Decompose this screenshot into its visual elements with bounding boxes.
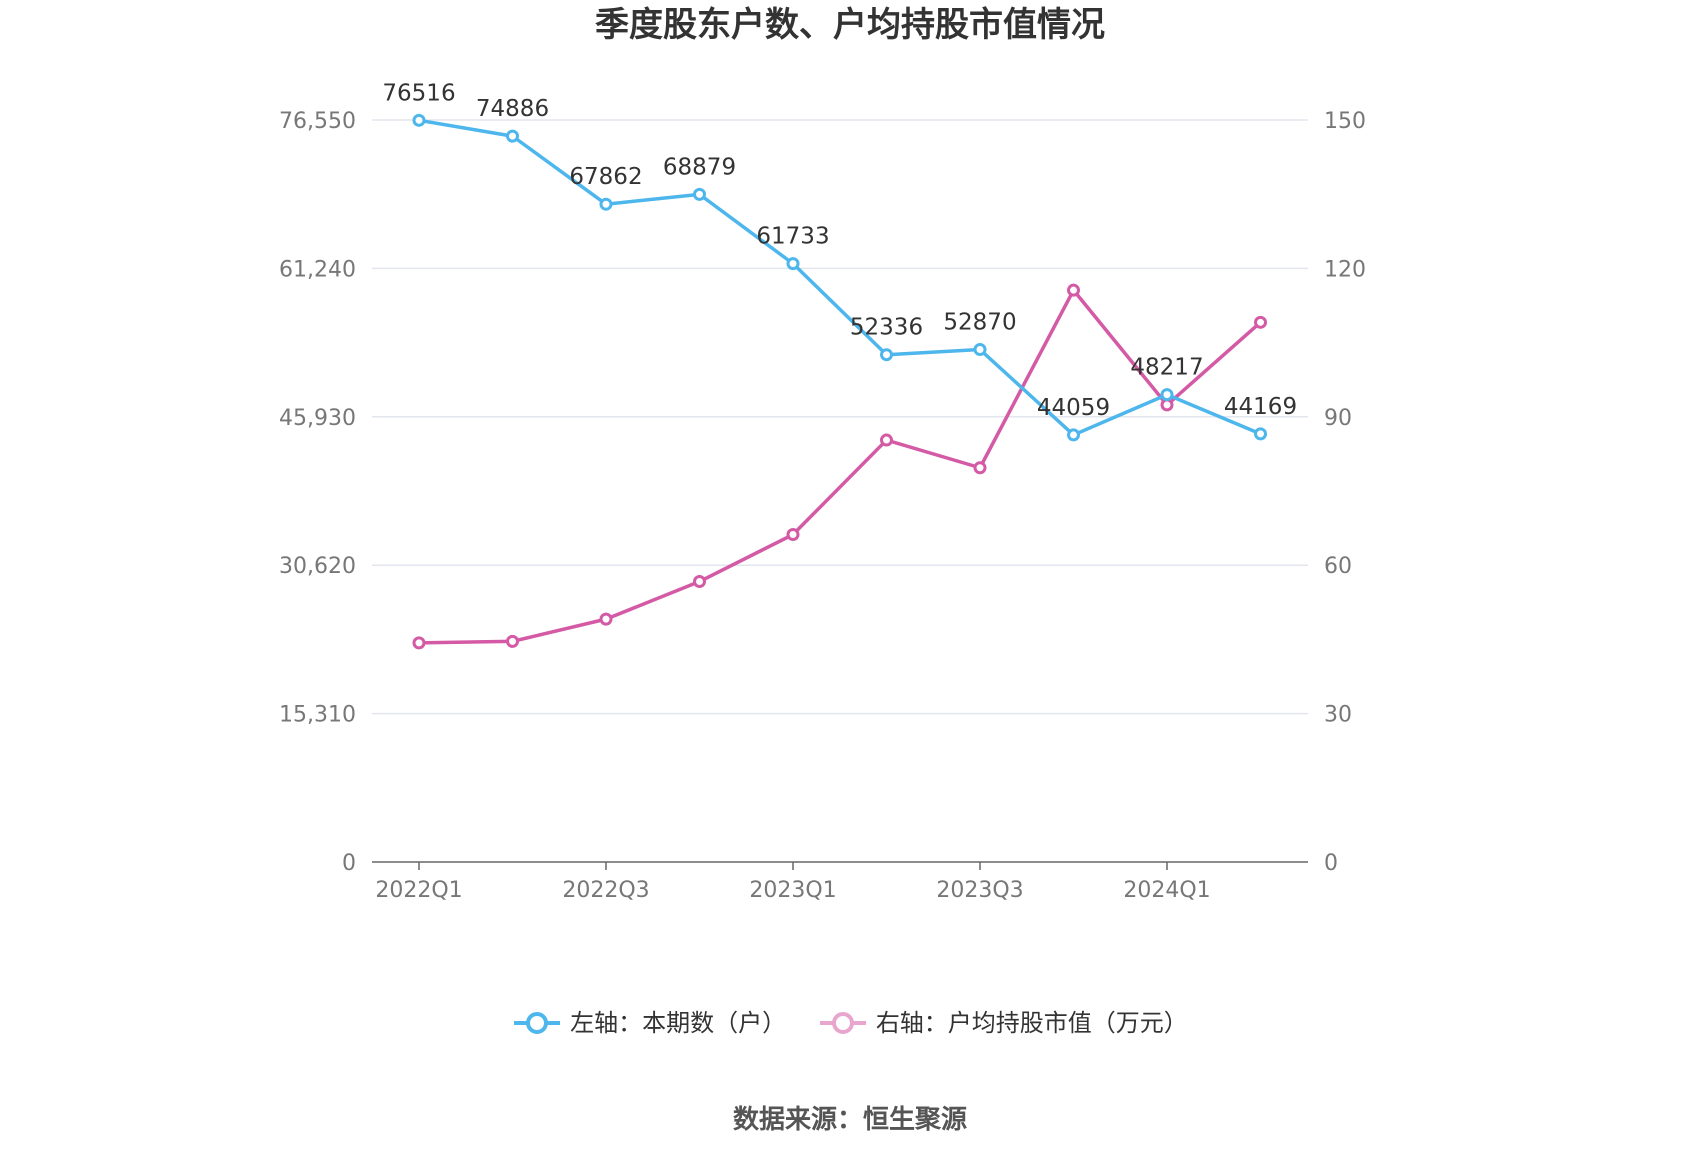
legend-label-households: 左轴：本期数（户） [570, 1009, 787, 1037]
data-label: 48217 [1130, 355, 1203, 381]
data-label: 76516 [382, 80, 455, 106]
x-axis-tick-label: 2023Q3 [936, 878, 1023, 903]
series-line-1 [418, 288, 1262, 645]
right-axis-tick-label: 0 [1324, 851, 1338, 876]
data-point [693, 187, 706, 201]
legend-marker-pink-icon [819, 1012, 866, 1034]
data-point [599, 197, 613, 211]
left-axis-tick-label: 45,930 [279, 406, 356, 431]
legend-marker-blue-icon [514, 1012, 561, 1034]
grid-lines [372, 119, 1308, 715]
left-axis-tick-label: 61,240 [279, 257, 356, 282]
legend: 左轴：本期数（户） 右轴：户均持股市值（万元） [0, 1005, 1700, 1046]
x-axis-tick-label: 2024Q1 [1123, 878, 1210, 903]
chart-title: 季度股东户数、户均持股市值情况 [595, 5, 1105, 45]
data-label: 61733 [756, 224, 829, 250]
data-label: 44169 [1224, 394, 1297, 420]
data-point [1254, 315, 1267, 329]
data-point [973, 343, 987, 357]
x-axis-tick-label: 2022Q3 [562, 878, 649, 903]
right-axis-tick-label: 120 [1324, 257, 1366, 282]
series-line-0 [418, 118, 1262, 437]
data-point [1067, 428, 1080, 442]
data-label: 67862 [569, 164, 642, 190]
data-point [693, 575, 706, 589]
data-point [1160, 398, 1174, 412]
data-label: 74886 [476, 96, 549, 122]
data-labels: 76516 74886 67862 68879 61733 52336 52870 44059… [382, 80, 1297, 421]
right-axis-tick-label: 30 [1324, 703, 1352, 728]
data-point [880, 348, 893, 362]
data-point [412, 113, 426, 127]
data-point [1254, 427, 1267, 441]
legend-item-households[interactable]: 左轴：本期数（户） [512, 1005, 786, 1041]
data-point [506, 634, 519, 648]
axes: 0 0 15,310 30 30,620 60 45,930 90 61,240 120 76,55… [279, 109, 1366, 903]
left-axis-tick-label: 30,620 [279, 554, 356, 579]
data-label: 52336 [850, 315, 923, 341]
data-point [1160, 388, 1174, 402]
data-point [973, 461, 987, 475]
legend-item-avg-value[interactable]: 右轴：户均持股市值（万元） [818, 1005, 1188, 1041]
data-label: 52870 [943, 310, 1016, 336]
x-axis-tick-label: 2023Q1 [749, 878, 836, 903]
x-axis-tick-label: 2022Q1 [375, 878, 462, 903]
data-label: 68879 [663, 154, 736, 180]
left-axis-tick-label: 0 [342, 851, 356, 876]
data-point [412, 636, 426, 650]
legend-label-avg-value: 右轴：户均持股市值（万元） [875, 1009, 1188, 1037]
source-note: 数据来源：恒生聚源 [732, 1105, 967, 1135]
series-lines [412, 113, 1267, 650]
data-point [786, 257, 800, 271]
right-axis-tick-label: 60 [1324, 554, 1352, 579]
data-point [880, 433, 893, 447]
data-point [506, 129, 519, 143]
data-label: 44059 [1037, 395, 1110, 421]
data-point [1067, 283, 1080, 297]
data-point [599, 612, 613, 626]
left-axis-tick-label: 76,550 [279, 109, 356, 134]
right-axis-tick-label: 150 [1324, 109, 1366, 134]
left-axis-tick-label: 15,310 [279, 703, 356, 728]
right-axis-tick-label: 90 [1324, 406, 1352, 431]
data-point [786, 528, 800, 542]
